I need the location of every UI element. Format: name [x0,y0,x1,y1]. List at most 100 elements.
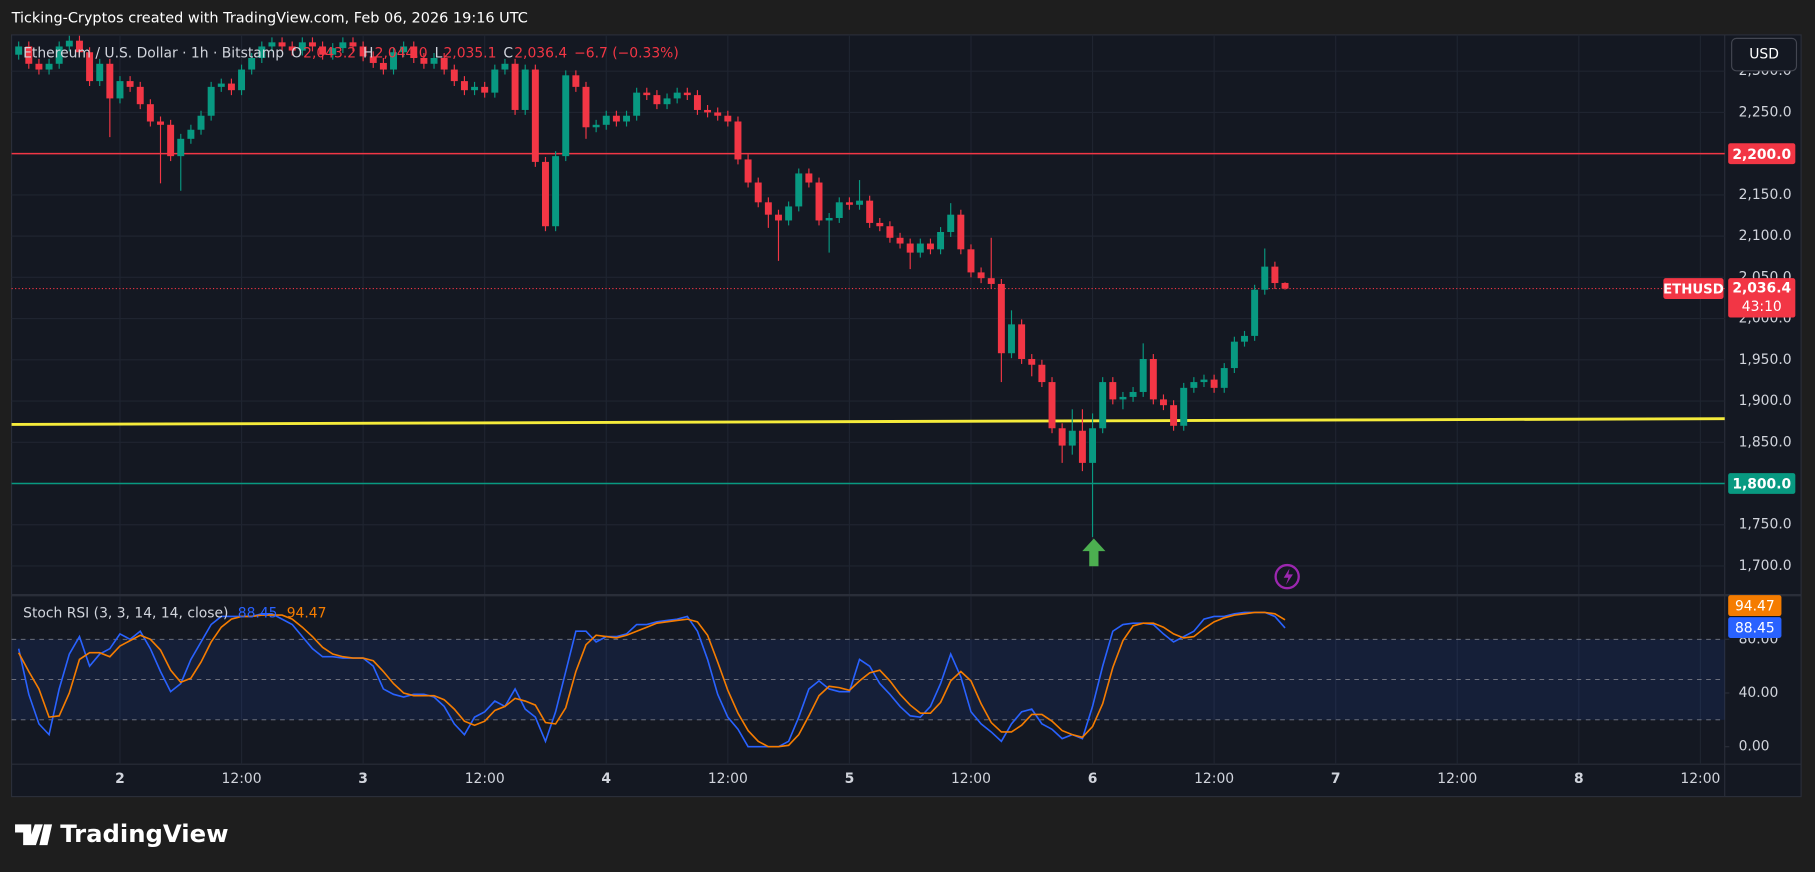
value-badge-label: 88.45 [1735,621,1775,637]
candle-body [521,69,529,110]
candle-body [916,243,924,253]
y-tick-label: 1,950.0 [1739,352,1792,368]
candle-body [420,58,428,64]
candle-body [217,83,225,87]
candle-body [1210,379,1218,388]
x-tick-label: 12:00 [708,771,748,787]
candle-body [491,69,499,93]
candle-body [65,40,73,47]
candle-body [947,214,955,232]
legend-change: −6.7 (−0.33%) [574,45,679,61]
candle-body [835,202,843,218]
candle-body [45,63,53,70]
candle-body [319,46,327,55]
candle-body [1149,358,1157,400]
level-label: 2,200.0 [1732,147,1791,163]
candle-body [633,92,641,116]
y-tick-label: 1,750.0 [1739,517,1792,533]
candle-body [248,58,256,70]
x-tick-label: 12:00 [222,771,262,787]
candle-body [612,115,620,122]
candle-body [227,83,235,91]
candle-body [1200,379,1208,383]
candle-body [187,129,195,139]
indicator-value: 88.45 [238,606,278,622]
alert-circle[interactable] [1274,563,1300,590]
candle-body [977,272,985,279]
candle-body [1028,358,1036,365]
candle-body [1038,364,1046,383]
candle-body [1220,368,1228,388]
chart-area [10,34,1802,798]
candle-body [197,115,205,130]
candle-body [987,278,995,284]
candle-body [542,161,549,227]
candle-body [86,52,94,82]
indicator-value: 94.47 [287,606,327,622]
x-tick-label: 12:00 [1437,771,1477,787]
candle-body [744,159,752,183]
candle-body [1261,266,1269,290]
candle-body [329,48,337,55]
candle-body [1078,430,1086,463]
candle-body [146,104,154,122]
candle-body [754,182,762,203]
candle-body [238,69,246,91]
legend-key: L [435,45,443,61]
candle-body [582,86,590,128]
legend-value: 2,035.1 [443,45,496,61]
candle-body [1129,391,1137,397]
alert-bolt[interactable] [1283,568,1293,585]
candle-body [1180,387,1188,426]
candle-body [1190,382,1198,388]
legend-value: 2,044.0 [375,45,428,61]
candle-body [552,156,560,227]
candle-body [400,46,408,53]
candle-body [643,92,651,96]
candle-body [55,46,63,64]
x-tick-label: 3 [358,771,368,787]
candle-body [1251,289,1259,336]
currency-label[interactable]: USD [1749,47,1779,63]
brand-name: TradingView [60,819,228,848]
candle-body [136,86,144,105]
candle-body [815,182,823,221]
candle-body [116,81,124,99]
candle-body [886,226,894,238]
plot-layer: 2 12:00 3 12:00 4 12:00 5 12:00 6 12:00 7 12:00 8 12:… [11,34,1798,787]
x-tick-label: 12:00 [1194,771,1234,787]
candle-body [866,200,874,223]
candle-body [1281,282,1289,289]
candle-body [511,63,519,110]
candle-body [714,112,722,116]
candle-body [1089,428,1097,463]
candle-body [1271,266,1279,284]
candle-body [106,63,114,99]
alert-icon[interactable] [1274,563,1300,590]
candle-body [1048,382,1056,429]
candle-body [258,46,266,59]
candle-body [339,42,347,49]
x-tick-label: 12:00 [951,771,991,787]
candle-body [592,124,600,128]
level-badge [1728,473,1796,494]
currency-button[interactable] [1731,37,1798,72]
candle-body [997,283,1005,354]
y-tick-label: 2,250.0 [1739,104,1792,120]
y-tick-label: 0.00 [1739,739,1770,755]
candle-body [1018,324,1026,359]
level-badge [1728,143,1796,165]
candle-body [673,92,681,99]
legend-key: O [291,45,302,61]
value-badge [1728,617,1782,638]
candle-body [1099,382,1107,429]
candle-body [268,42,276,47]
candle-body [440,58,448,70]
signal-arrow [1082,538,1106,567]
symbol-label: ETHUSD [1663,283,1724,298]
legend-value: 2,043.2 [303,45,356,61]
candle-body [481,86,489,93]
candle-body [845,202,853,205]
candle-body [1058,428,1066,446]
